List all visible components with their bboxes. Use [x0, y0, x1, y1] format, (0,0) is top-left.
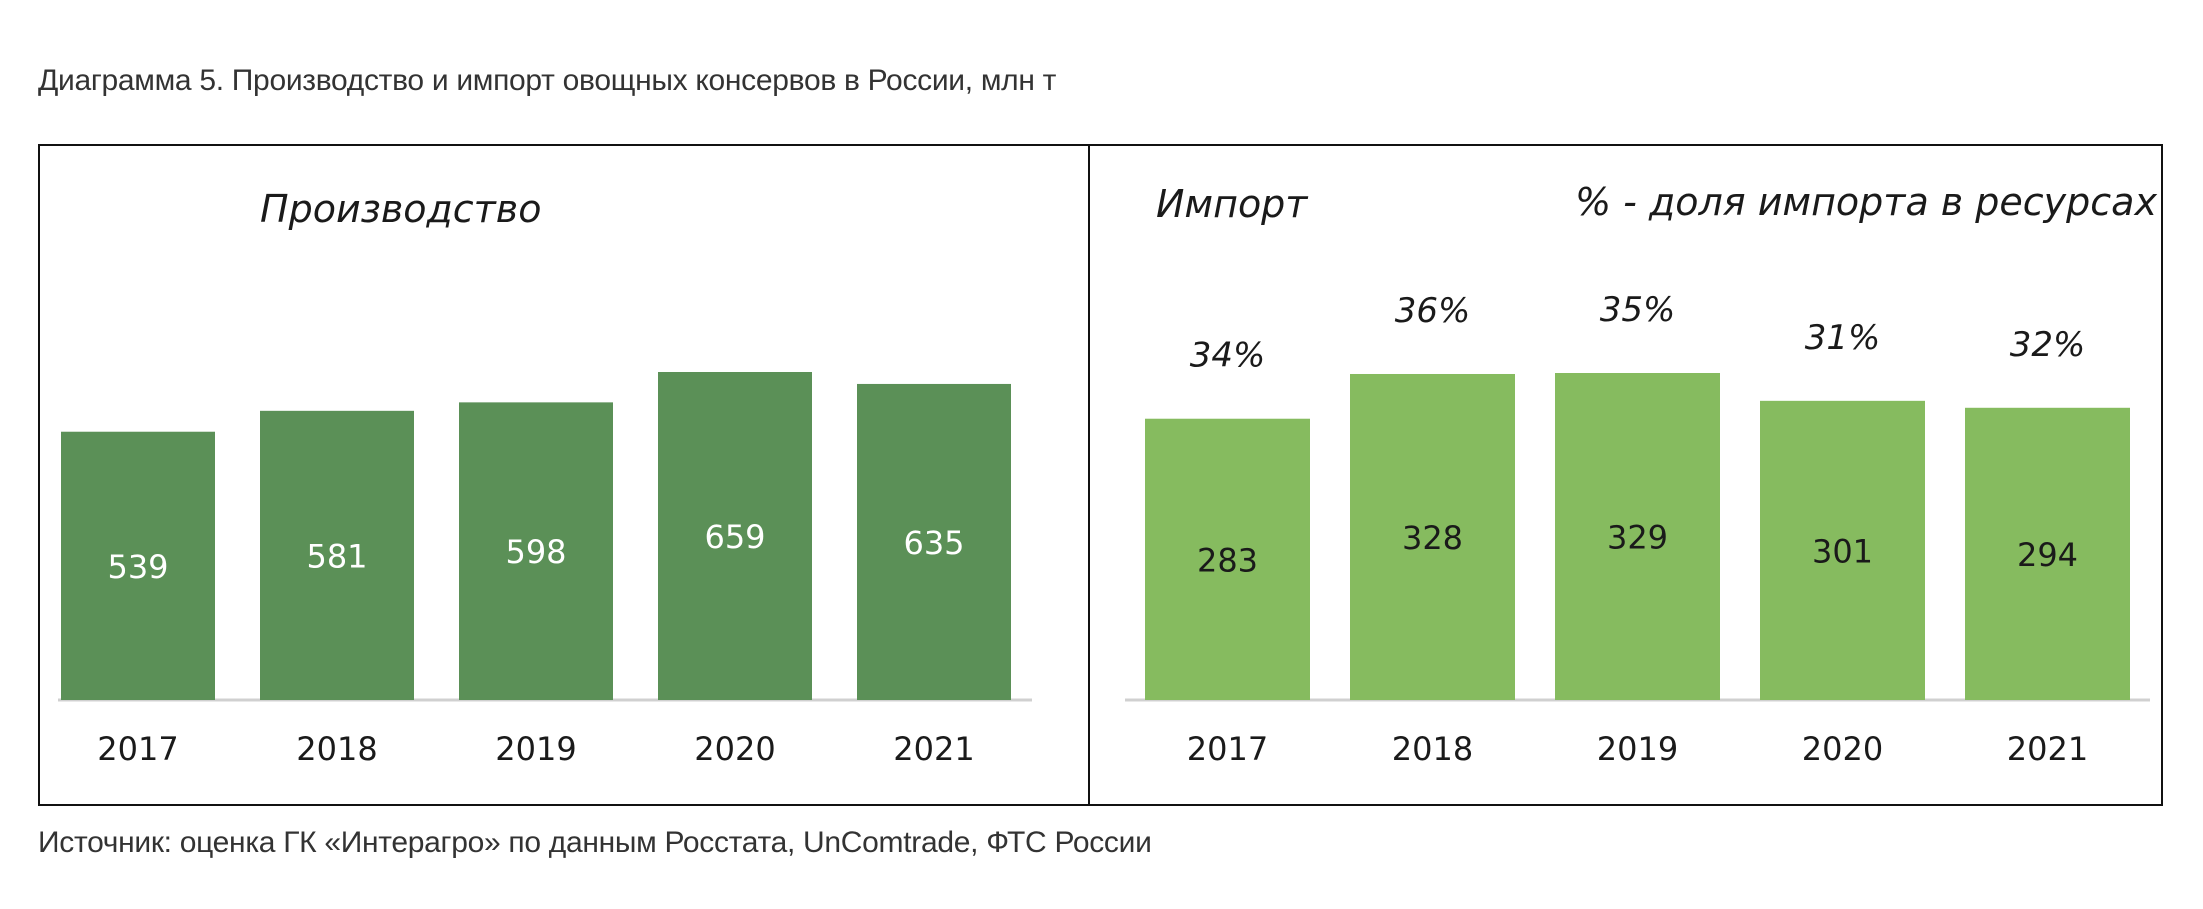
import-bar-2019: [1555, 373, 1720, 700]
import-value-label-2019: 329: [1607, 519, 1668, 557]
production-year-tick-2018: 2018: [296, 730, 377, 768]
import-value-label-2017: 283: [1197, 541, 1258, 579]
panel-divider: [1088, 144, 1090, 806]
import-share-label-2021: 32%: [2010, 325, 2086, 365]
production-bar-2017: [61, 431, 215, 700]
production-bar-2020: [658, 372, 812, 700]
production-value-label-2020: 659: [704, 518, 765, 556]
import-bar-2021: [1965, 407, 2130, 700]
import-value-label-2018: 328: [1402, 519, 1463, 557]
import-share-label-2019: 35%: [1600, 290, 1676, 330]
production-year-tick-2017: 2017: [97, 730, 178, 768]
chart-source: Источник: оценка ГК «Интерагро» по данны…: [38, 826, 1152, 859]
import-bar-2020: [1760, 400, 1925, 700]
production-value-label-2017: 539: [107, 548, 168, 586]
import-share-label-2017: 34%: [1190, 336, 1266, 376]
import-share-label-2018: 36%: [1395, 291, 1471, 331]
production-year-tick-2019: 2019: [495, 730, 576, 768]
production-year-tick-2020: 2020: [694, 730, 775, 768]
import-panel: Импорт % - доля импорта в ресурсах 283 34…: [1125, 180, 2157, 768]
import-value-label-2021: 294: [2017, 536, 2078, 574]
import-year-tick-2017: 2017: [1187, 730, 1268, 768]
import-bar-2018: [1350, 373, 1515, 700]
import-year-tick-2019: 2019: [1597, 730, 1678, 768]
import-share-note: % - доля импорта в ресурсах: [1575, 180, 2157, 224]
import-year-tick-2018: 2018: [1392, 730, 1473, 768]
production-value-label-2019: 598: [505, 533, 566, 571]
production-panel: Производство 539 2017 581 2018 598 2019 659 202…: [58, 187, 1032, 768]
production-bar-2019: [459, 402, 613, 700]
import-share-label-2020: 31%: [1805, 318, 1881, 358]
production-title: Производство: [260, 187, 541, 231]
import-bar-2017: [1145, 418, 1310, 700]
production-bar-2021: [857, 383, 1011, 700]
import-year-tick-2020: 2020: [1802, 730, 1883, 768]
production-value-label-2018: 581: [306, 537, 367, 575]
import-value-label-2020: 301: [1812, 532, 1873, 570]
production-year-tick-2021: 2021: [893, 730, 974, 768]
import-year-tick-2021: 2021: [2007, 730, 2088, 768]
import-title: Импорт: [1156, 182, 1309, 226]
production-value-label-2021: 635: [903, 524, 964, 562]
production-bar-2018: [260, 410, 414, 700]
chart-frame: [38, 144, 2163, 806]
chart-caption: Диаграмма 5. Производство и импорт овощн…: [38, 64, 1057, 97]
